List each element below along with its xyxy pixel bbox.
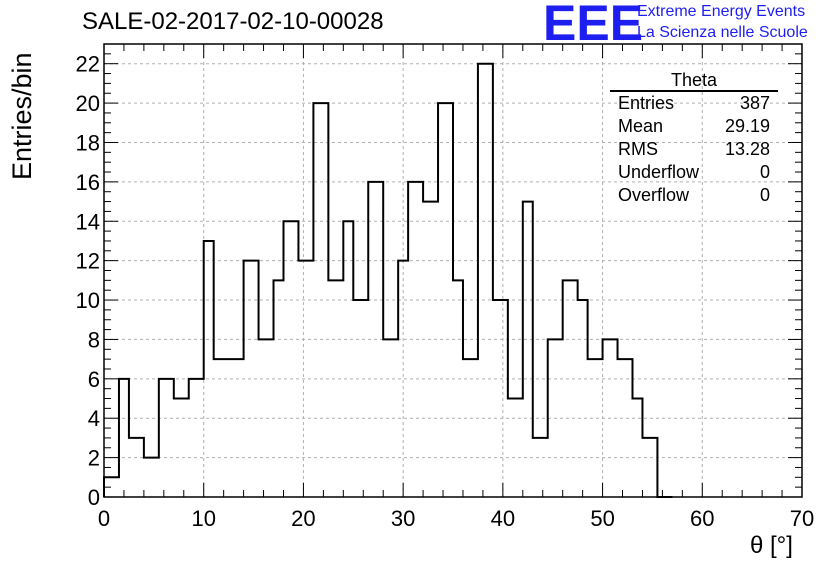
histogram-bin bbox=[453, 280, 463, 497]
stats-value: 29.19 bbox=[724, 116, 770, 136]
y-tick-label: 20 bbox=[76, 91, 100, 116]
y-tick-label: 6 bbox=[88, 367, 100, 392]
stats-value: 387 bbox=[739, 93, 770, 113]
stats-row-rms: RMS 13.28 bbox=[610, 138, 778, 161]
histogram-bin bbox=[533, 438, 548, 497]
logo-line-1: Extreme Energy Events bbox=[637, 3, 806, 20]
y-tick-label: 14 bbox=[76, 209, 100, 234]
histogram-bin bbox=[313, 103, 328, 497]
histogram-bin bbox=[642, 438, 657, 497]
y-tick-label: 10 bbox=[76, 288, 100, 313]
stats-row-mean: Mean 29.19 bbox=[610, 115, 778, 138]
y-tick-label: 8 bbox=[88, 327, 100, 352]
stats-row-overflow: Overflow 0 bbox=[610, 184, 778, 207]
y-tick-label: 0 bbox=[88, 485, 100, 510]
histogram-bin bbox=[603, 339, 618, 497]
histogram-bin bbox=[463, 359, 478, 497]
histogram-bin bbox=[383, 339, 398, 497]
x-tick-label: 30 bbox=[391, 506, 415, 531]
x-axis-label: θ [°] bbox=[750, 532, 793, 559]
chart-title: SALE-02-2017-02-10-00028 bbox=[82, 8, 384, 35]
histogram-bin bbox=[174, 399, 189, 497]
histogram-bin bbox=[274, 280, 284, 497]
histogram-bin bbox=[204, 241, 214, 497]
x-tick-label: 10 bbox=[191, 506, 215, 531]
histogram-bin bbox=[508, 399, 523, 497]
y-tick-label: 22 bbox=[76, 52, 100, 77]
logo-line-2: La Scienza nelle Scuole bbox=[637, 24, 808, 41]
y-tick-label: 4 bbox=[88, 406, 100, 431]
x-tick-label: 0 bbox=[98, 506, 110, 531]
histogram-bin bbox=[343, 221, 353, 497]
histogram-bin bbox=[408, 182, 423, 497]
stats-label: Mean bbox=[618, 116, 664, 136]
y-tick-label: 18 bbox=[76, 130, 100, 155]
histogram-outline bbox=[103, 62, 673, 498]
histogram-bin bbox=[423, 202, 438, 497]
stats-label: Underflow bbox=[618, 162, 700, 182]
histogram-bin bbox=[259, 339, 274, 497]
histogram-bin bbox=[478, 64, 493, 497]
histogram-bin bbox=[398, 261, 408, 497]
stats-box: Theta Entries 387 Mean 29.19 RMS 13.28 U… bbox=[610, 70, 778, 207]
y-tick-label: 12 bbox=[76, 249, 100, 274]
x-tick-label: 20 bbox=[291, 506, 315, 531]
histogram-bin bbox=[523, 202, 533, 497]
histogram-bin bbox=[244, 261, 259, 497]
histogram-bin bbox=[368, 182, 383, 497]
y-axis-label: Entries/bin bbox=[7, 52, 37, 180]
histogram-bin bbox=[283, 221, 298, 497]
histogram-bin bbox=[563, 280, 578, 497]
histogram-bin bbox=[298, 261, 313, 497]
histogram-bin bbox=[159, 379, 174, 497]
histogram-bin bbox=[189, 379, 204, 497]
stats-value: 0 bbox=[759, 185, 770, 205]
stats-title: Theta bbox=[610, 70, 778, 92]
histogram-bin bbox=[548, 339, 563, 497]
stats-value: 13.28 bbox=[724, 139, 770, 159]
x-tick-label: 60 bbox=[690, 506, 714, 531]
histogram-bin bbox=[632, 399, 642, 497]
x-tick-label: 70 bbox=[790, 506, 814, 531]
histogram-bin bbox=[328, 280, 343, 497]
histogram-bin bbox=[438, 103, 453, 497]
stats-label: Entries bbox=[618, 93, 675, 113]
y-tick-label: 2 bbox=[88, 446, 100, 471]
x-tick-label: 40 bbox=[491, 506, 515, 531]
x-tick-label: 50 bbox=[590, 506, 614, 531]
y-tick-label: 16 bbox=[76, 170, 100, 195]
histogram-bin bbox=[144, 458, 159, 497]
histogram-bin bbox=[588, 359, 603, 497]
histogram-bin bbox=[214, 359, 244, 497]
histogram-bin bbox=[129, 438, 144, 497]
histogram-bin bbox=[578, 300, 588, 497]
stats-label: Overflow bbox=[618, 185, 690, 205]
stats-label: RMS bbox=[618, 139, 658, 159]
histogram-bin bbox=[618, 359, 633, 497]
stats-row-underflow: Underflow 0 bbox=[610, 161, 778, 184]
histogram-bin bbox=[104, 477, 119, 497]
eee-logo-mark: EEE bbox=[543, 0, 644, 51]
stats-value: 0 bbox=[759, 162, 770, 182]
histogram-bin bbox=[493, 300, 508, 497]
histogram-bin bbox=[119, 379, 129, 497]
stats-row-entries: Entries 387 bbox=[610, 92, 778, 115]
histogram-bin bbox=[353, 300, 368, 497]
